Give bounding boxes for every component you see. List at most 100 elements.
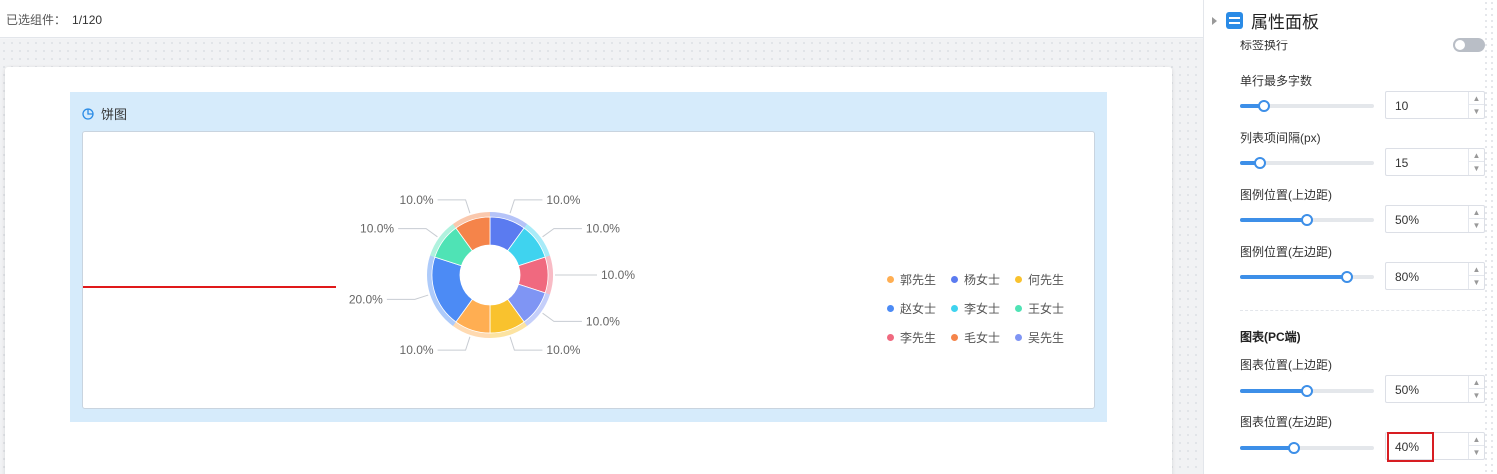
pie-leader-line-3 [542, 312, 582, 322]
legend-marker [1015, 333, 1022, 341]
legend-label: 王女士 [1028, 301, 1065, 316]
widget-header: 饼图 [82, 104, 127, 123]
pie-slice-6[interactable] [431, 256, 473, 323]
pie-data-label-8: 10.0% [400, 193, 434, 207]
legend-label: 毛女士 [964, 330, 1001, 345]
pie-halo-6 [427, 255, 456, 326]
max-chars-label: 单行最多字数 [1240, 74, 1313, 88]
canvas-page: 饼图 10.0% 10.0% 10.0% 10.0% 10.0% 10.0% 20.0% 10… [5, 67, 1172, 474]
chart-top-input[interactable]: 50% ▲ ▼ [1385, 375, 1485, 403]
legend-label: 何先生 [1028, 272, 1065, 287]
selected-count: 1/120 [72, 13, 103, 27]
pie-data-label-6: 20.0% [349, 292, 383, 306]
label-wrap-toggle[interactable] [1453, 38, 1485, 52]
pie-leader-line-7 [398, 228, 438, 238]
pie-leader-line-4 [509, 336, 543, 351]
slider-thumb[interactable] [1301, 385, 1313, 397]
slider-thumb[interactable] [1301, 214, 1313, 226]
increment-icon[interactable]: ▲ [1469, 92, 1484, 105]
selection-bar: 已选组件： 1/120 [0, 0, 1203, 38]
panel-title: 属性面板 [1251, 13, 1319, 32]
legend-marker [1015, 275, 1022, 283]
chart-area: 10.0% 10.0% 10.0% 10.0% 10.0% 10.0% 20.0% 10.0%… [82, 131, 1095, 409]
decrement-icon[interactable]: ▼ [1472, 164, 1481, 173]
chart-left-label: 图表位置(左边距) [1240, 415, 1332, 429]
max-chars-slider[interactable] [1240, 100, 1374, 112]
slider-thumb[interactable] [1341, 271, 1354, 283]
red-guide-line [83, 286, 336, 288]
chart-top-slider[interactable] [1240, 385, 1374, 397]
slider-thumb[interactable] [1287, 442, 1300, 454]
increment-icon[interactable]: ▲ [1469, 376, 1484, 389]
section-title-pc: 图表(PC端) [1240, 330, 1301, 344]
legend-label: 郭先生 [900, 272, 937, 287]
pie-slice-8[interactable] [455, 216, 491, 252]
legend-label: 李女士 [964, 301, 1001, 316]
decrement-icon[interactable]: ▼ [1472, 391, 1481, 400]
legend-top-slider[interactable] [1240, 214, 1374, 226]
pie-halo-2 [545, 255, 553, 295]
legend-marker [951, 333, 958, 341]
legend-marker [887, 275, 894, 283]
legend-marker [951, 304, 958, 312]
pie-chart-icon [82, 107, 94, 120]
pie-data-label-3: 10.0% [586, 314, 620, 328]
highlight-box [1387, 432, 1434, 462]
legend-item[interactable]: 吴先生 [1015, 330, 1079, 345]
legend-item[interactable]: 杨女士 [951, 272, 1015, 287]
widget-title: 饼图 [101, 107, 128, 122]
item-gap-slider[interactable] [1240, 157, 1374, 169]
slider-thumb[interactable] [1258, 100, 1271, 112]
decrement-icon[interactable]: ▼ [1472, 221, 1481, 230]
section-divider [1240, 310, 1485, 311]
chart-left-input[interactable]: 40% ▲ ▼ [1385, 432, 1485, 462]
decrement-icon[interactable]: ▼ [1472, 448, 1481, 457]
increment-icon[interactable]: ▲ [1469, 149, 1484, 162]
increment-icon[interactable]: ▲ [1469, 263, 1484, 276]
legend-item[interactable]: 何先生 [1015, 272, 1079, 287]
legend-left-slider[interactable] [1240, 271, 1374, 283]
legend-item[interactable]: 郭先生 [887, 272, 951, 287]
label-wrap-label: 标签换行 [1240, 38, 1289, 52]
pie-data-label-5: 10.0% [400, 343, 434, 357]
property-panel: 属性面板 标签换行 单行最多字数 10 ▲ ▼ 列表项间隔(px) 15 ▲ ▼ 图… [1203, 0, 1497, 474]
pie-leader-line-6 [386, 294, 429, 300]
legend-top-input[interactable]: 50% ▲ ▼ [1385, 205, 1485, 233]
chart-top-label: 图表位置(上边距) [1240, 358, 1332, 372]
increment-icon[interactable]: ▲ [1469, 433, 1484, 446]
increment-icon[interactable]: ▲ [1469, 206, 1484, 219]
legend-item[interactable]: 王女士 [1015, 301, 1079, 316]
legend-left-input[interactable]: 80% ▲ ▼ [1385, 262, 1485, 290]
collapse-caret-icon[interactable] [1212, 16, 1217, 25]
legend-label: 赵女士 [900, 301, 937, 316]
legend-label: 吴先生 [1028, 330, 1065, 345]
slider-thumb[interactable] [1254, 157, 1267, 169]
legend-left-label: 图例位置(左边距) [1240, 245, 1332, 259]
pie-chart: 10.0% 10.0% 10.0% 10.0% 10.0% 10.0% 20.0% 10.0%… [349, 193, 636, 357]
legend-label: 杨女士 [964, 272, 1001, 287]
legend-item[interactable]: 李女士 [951, 301, 1015, 316]
item-gap-input[interactable]: 15 ▲ ▼ [1385, 148, 1485, 176]
selected-label: 已选组件： [6, 13, 67, 27]
max-chars-input[interactable]: 10 ▲ ▼ [1385, 91, 1485, 119]
panel-edge-pattern [1483, 0, 1497, 474]
pie-chart-widget[interactable]: 饼图 10.0% 10.0% 10.0% 10.0% 10.0% 10.0% 20.0% 10… [70, 92, 1107, 422]
panel-header[interactable]: 属性面板 [1212, 8, 1319, 33]
legend-item[interactable]: 赵女士 [887, 301, 951, 316]
pie-data-label-7: 10.0% [360, 222, 394, 236]
pie-leader-line-8 [437, 199, 471, 214]
chart-left-slider[interactable] [1240, 442, 1374, 454]
decrement-icon[interactable]: ▼ [1472, 278, 1481, 287]
legend-label: 李先生 [900, 330, 937, 345]
legend-item[interactable]: 李先生 [887, 330, 951, 345]
pie-data-label-1: 10.0% [586, 222, 620, 236]
canvas-workspace: 饼图 10.0% 10.0% 10.0% 10.0% 10.0% 10.0% 20.0% 10… [0, 39, 1203, 474]
pie-data-label-2: 10.0% [601, 268, 635, 282]
decrement-icon[interactable]: ▼ [1472, 107, 1481, 116]
legend-top-label: 图例位置(上边距) [1240, 188, 1332, 202]
pie-leader-line-1 [542, 228, 582, 238]
pie-data-label-4: 10.0% [546, 343, 580, 357]
chart-legend: 郭先生 杨女士 何先生赵女士 李女士 王女士李先生 毛女士 吴先生 [887, 272, 1087, 345]
pie-leader-line-5 [437, 336, 471, 351]
legend-item[interactable]: 毛女士 [951, 330, 1015, 345]
